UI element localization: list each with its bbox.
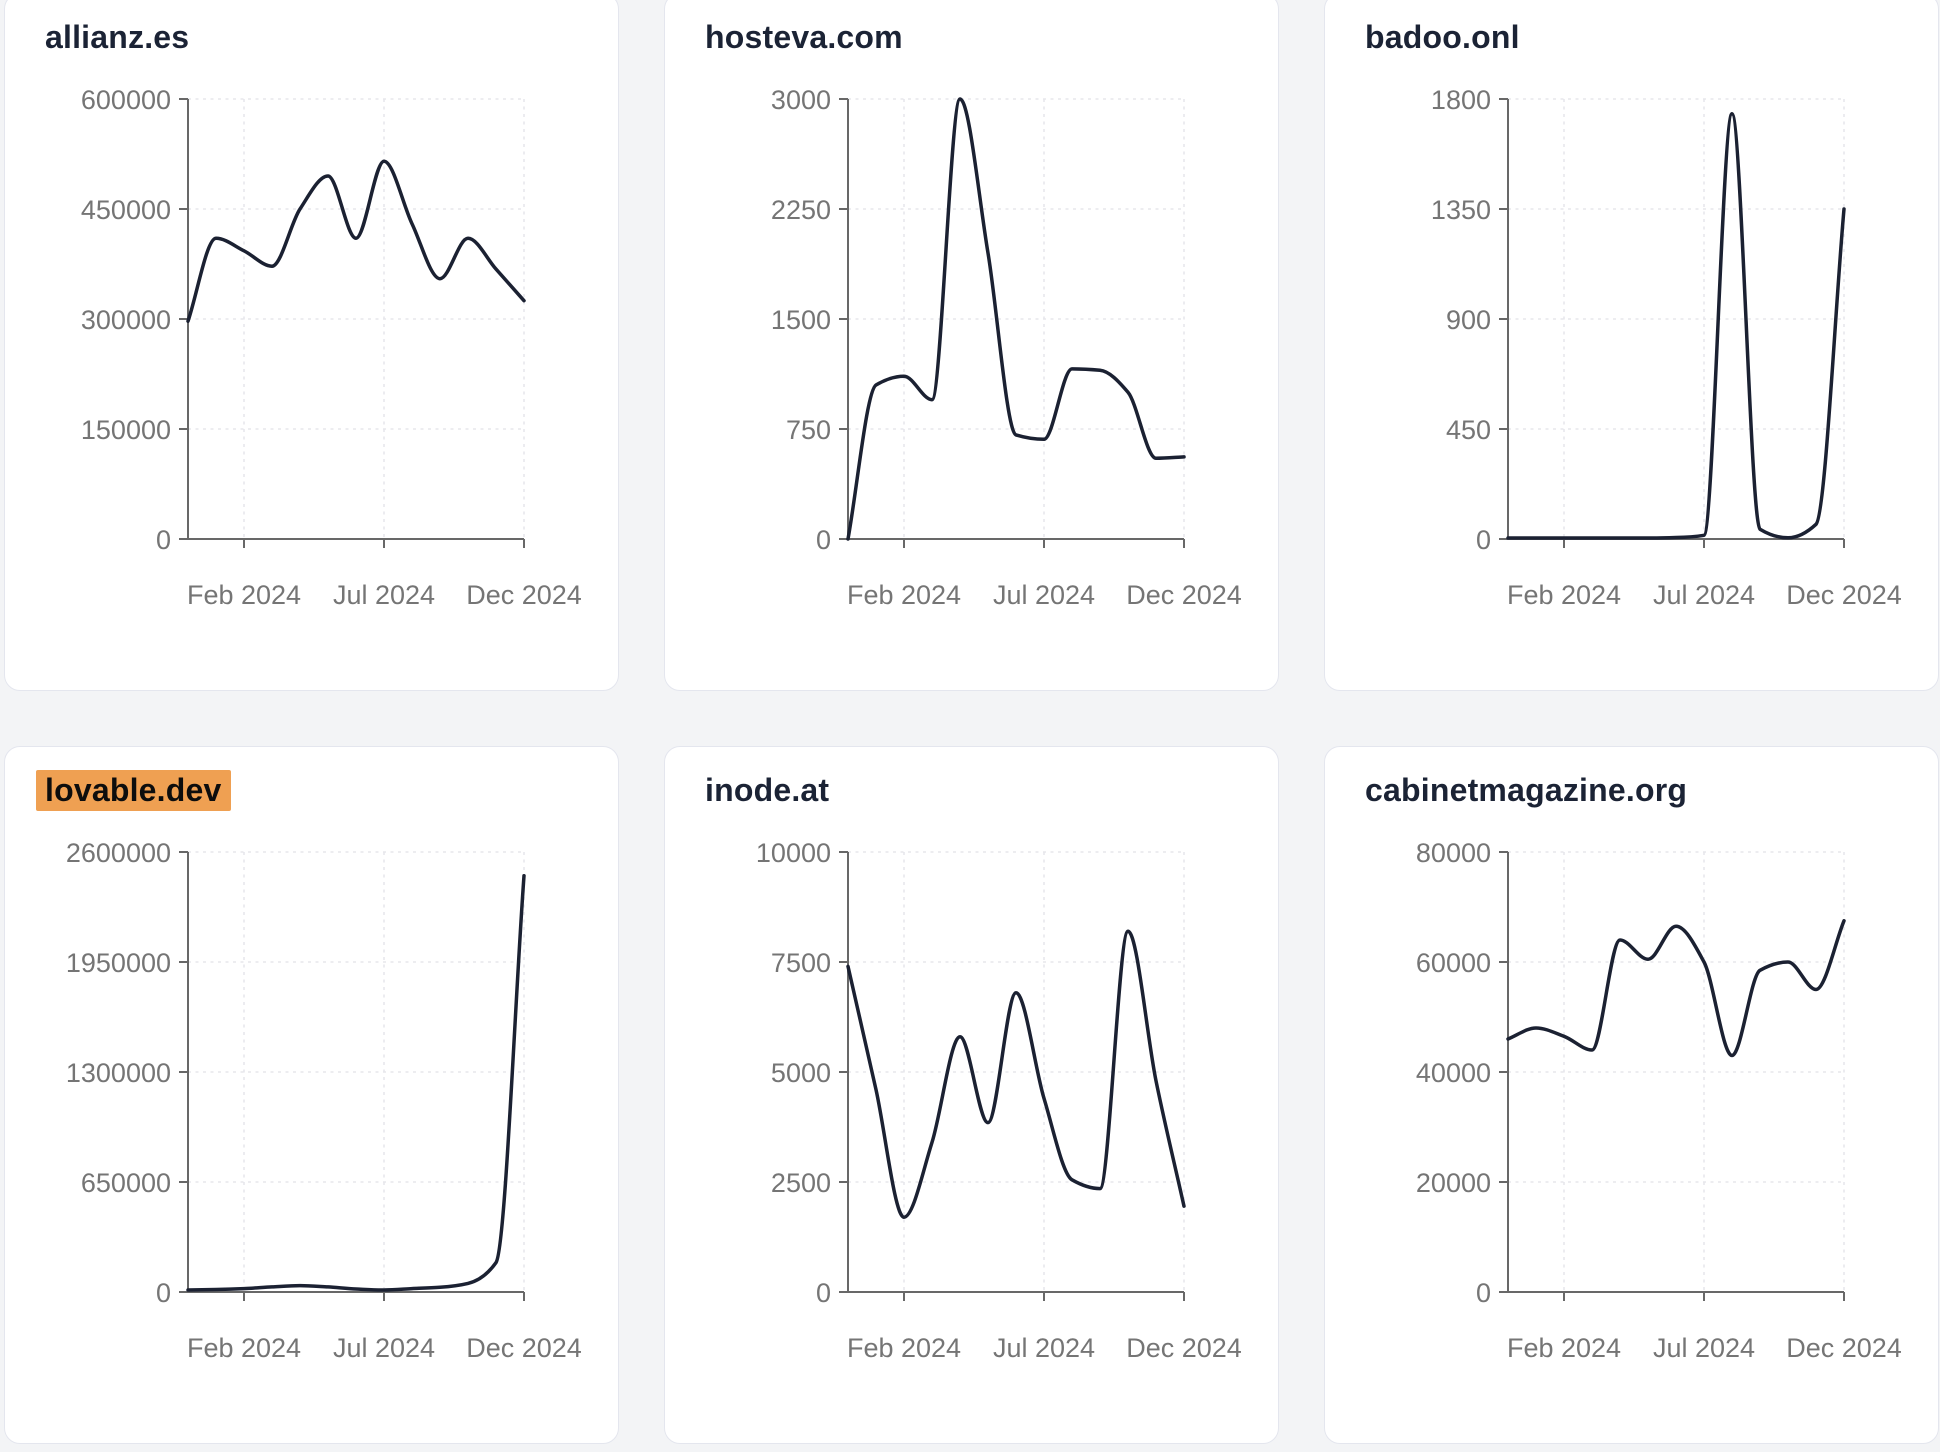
y-tick-label: 900 xyxy=(1446,305,1491,335)
x-tick-label: Jul 2024 xyxy=(1653,1333,1755,1363)
x-tick-label: Jul 2024 xyxy=(1653,580,1755,610)
y-tick-label: 300000 xyxy=(81,305,171,335)
y-tick-label: 1800 xyxy=(1431,85,1491,115)
domain-title: lovable.dev xyxy=(36,770,231,811)
x-tick-label: Feb 2024 xyxy=(187,580,301,610)
x-tick-label: Feb 2024 xyxy=(847,580,961,610)
traffic-line-chart: 0 2500 5000 7500 10000 Feb 2024 Jul 2024 Dec 20… xyxy=(756,838,1242,1363)
y-tick-label: 150000 xyxy=(81,415,171,445)
x-tick-label: Feb 2024 xyxy=(847,1333,961,1363)
domain-charts-grid: allianz.es 0 150000 300000 450000 600000 Feb … xyxy=(4,0,1939,1444)
domain-chart-card[interactable]: allianz.es 0 150000 300000 450000 600000 Feb … xyxy=(4,0,619,691)
y-tick-label: 1300000 xyxy=(66,1058,171,1088)
domain-title-text: badoo.onl xyxy=(1365,19,1520,55)
domain-chart-card[interactable]: hosteva.com 0 750 1500 2250 3000 Feb 2024 Jul … xyxy=(664,0,1279,691)
domain-chart-card[interactable]: lovable.dev 0 650000 1300000 1950000 2600000… xyxy=(4,746,619,1444)
domain-title-text: allianz.es xyxy=(45,19,190,55)
x-tick-label: Dec 2024 xyxy=(1126,1333,1242,1363)
traffic-line-chart: 0 650000 1300000 1950000 2600000 Feb 2024 Jul … xyxy=(66,838,582,1363)
x-tick-label: Dec 2024 xyxy=(1786,580,1902,610)
traffic-line xyxy=(846,929,1186,1219)
domain-title-text: cabinetmagazine.org xyxy=(1365,772,1688,808)
x-tick-label: Jul 2024 xyxy=(993,580,1095,610)
y-tick-label: 0 xyxy=(1476,1278,1491,1308)
y-tick-label: 20000 xyxy=(1416,1168,1491,1198)
y-tick-label: 600000 xyxy=(81,85,171,115)
y-tick-label: 2250 xyxy=(771,195,831,225)
x-tick-label: Feb 2024 xyxy=(1507,580,1621,610)
domain-title-text: inode.at xyxy=(705,772,830,808)
y-tick-label: 0 xyxy=(156,1278,171,1308)
y-tick-label: 60000 xyxy=(1416,948,1491,978)
traffic-line xyxy=(1506,919,1846,1058)
y-tick-label: 5000 xyxy=(771,1058,831,1088)
y-tick-label: 0 xyxy=(156,525,171,555)
domain-title: allianz.es xyxy=(36,18,198,56)
y-tick-label: 80000 xyxy=(1416,838,1491,868)
y-tick-label: 1950000 xyxy=(66,948,171,978)
domain-title: cabinetmagazine.org xyxy=(1356,771,1696,809)
domain-title-text: hosteva.com xyxy=(705,19,903,55)
y-tick-label: 0 xyxy=(816,525,831,555)
traffic-line-chart: 0 20000 40000 60000 80000 Feb 2024 Jul 2024 Dec… xyxy=(1416,838,1902,1363)
x-tick-label: Dec 2024 xyxy=(466,1333,582,1363)
y-tick-label: 0 xyxy=(1476,525,1491,555)
x-tick-label: Feb 2024 xyxy=(187,1333,301,1363)
y-tick-label: 750 xyxy=(786,415,831,445)
traffic-line xyxy=(186,159,526,323)
y-tick-label: 450000 xyxy=(81,195,171,225)
traffic-line xyxy=(846,97,1186,541)
domain-title: inode.at xyxy=(696,771,838,809)
domain-chart-card[interactable]: cabinetmagazine.org 0 20000 40000 60000 8000… xyxy=(1324,746,1939,1444)
x-tick-label: Dec 2024 xyxy=(466,580,582,610)
y-tick-label: 2500 xyxy=(771,1168,831,1198)
y-tick-label: 7500 xyxy=(771,948,831,978)
traffic-line-chart: 0 750 1500 2250 3000 Feb 2024 Jul 2024 Dec 2024 xyxy=(771,85,1242,610)
traffic-line xyxy=(1506,111,1846,540)
x-tick-label: Jul 2024 xyxy=(333,580,435,610)
x-tick-label: Dec 2024 xyxy=(1786,1333,1902,1363)
y-tick-label: 450 xyxy=(1446,415,1491,445)
y-tick-label: 40000 xyxy=(1416,1058,1491,1088)
domain-title-text: lovable.dev xyxy=(36,770,231,811)
domain-chart-card[interactable]: inode.at 0 2500 5000 7500 10000 Feb 2024 Jul 2… xyxy=(664,746,1279,1444)
y-tick-label: 1350 xyxy=(1431,195,1491,225)
domain-chart-card[interactable]: badoo.onl 0 450 900 1350 1800 Feb 2024 Jul 202… xyxy=(1324,0,1939,691)
x-tick-label: Feb 2024 xyxy=(1507,1333,1621,1363)
x-tick-label: Jul 2024 xyxy=(993,1333,1095,1363)
domain-title: badoo.onl xyxy=(1356,18,1529,56)
y-tick-label: 3000 xyxy=(771,85,831,115)
traffic-line-chart: 0 450 900 1350 1800 Feb 2024 Jul 2024 Dec 2024 xyxy=(1431,85,1902,610)
x-tick-label: Dec 2024 xyxy=(1126,580,1242,610)
traffic-line-chart: 0 150000 300000 450000 600000 Feb 2024 Jul 202… xyxy=(81,85,582,610)
y-tick-label: 2600000 xyxy=(66,838,171,868)
traffic-line xyxy=(186,873,526,1292)
y-tick-label: 650000 xyxy=(81,1168,171,1198)
domain-title: hosteva.com xyxy=(696,18,912,56)
y-tick-label: 1500 xyxy=(771,305,831,335)
y-tick-label: 0 xyxy=(816,1278,831,1308)
y-tick-label: 10000 xyxy=(756,838,831,868)
x-tick-label: Jul 2024 xyxy=(333,1333,435,1363)
